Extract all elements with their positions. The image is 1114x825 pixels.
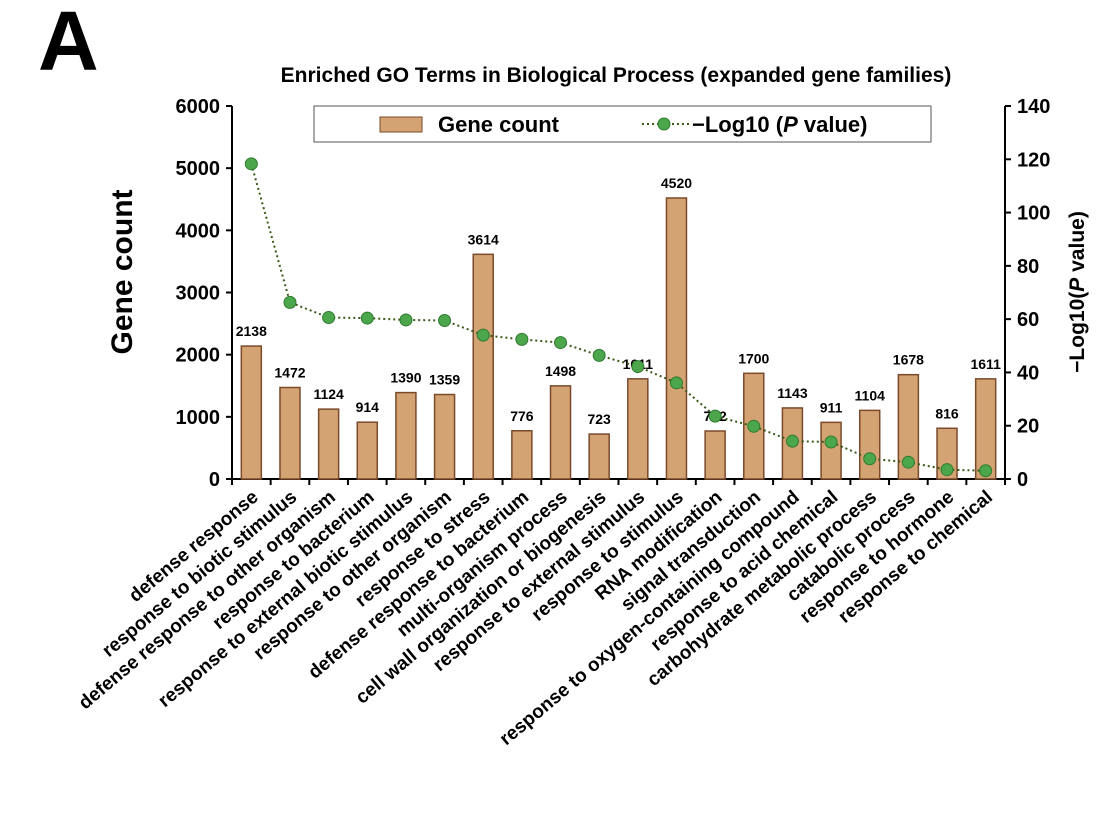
y2-tick-label: 20 [1017,416,1039,438]
bar [549,385,572,480]
bar-data-label: 1359 [429,372,460,388]
bar-data-label: 1104 [855,387,886,403]
bar-data-label: 1472 [274,364,305,380]
bar [433,393,456,480]
bar-data-label: 1124 [313,386,344,402]
bar [665,197,688,480]
y2-tick-label: 140 [1017,96,1050,118]
legend: Gene count −Log10 (P value) [313,105,932,143]
pvalue-point [669,376,683,390]
bar-data-label: 914 [356,399,380,415]
pvalue-point [592,348,606,362]
y-tick-label: 1000 [176,407,221,429]
bar [356,421,379,480]
pvalue-point [554,336,568,350]
y2-tick-label: 0 [1017,469,1028,491]
pvalue-point [476,328,490,342]
bar [704,430,726,480]
bar [858,409,881,480]
bar-data-label: 1390 [390,370,421,386]
y-tick-label: 6000 [176,96,221,118]
pvalue-point [244,157,258,171]
bar [472,253,494,480]
bar [395,391,417,480]
legend-bar-swatch [379,116,423,133]
bar-data-label: 1611 [970,356,1001,372]
bar-data-label: 911 [820,399,843,415]
bar-data-label: 1498 [545,363,576,379]
legend-line-marker [657,117,671,131]
bar-data-label: 1700 [738,350,769,366]
bar-data-label: 1678 [893,352,924,368]
legend-bar-label: Gene count [438,112,560,137]
bar [627,378,649,480]
pvalue-point [824,435,838,449]
bar [279,386,301,480]
pvalue-point [863,452,877,466]
pvalue-point [438,313,452,327]
pvalue-point [399,313,413,327]
pvalue-point [901,455,915,469]
y-tick-label: 4000 [176,220,221,242]
bar-data-label: 776 [510,408,534,424]
bar-data-label: 1143 [777,385,808,401]
pvalue-point [979,464,993,478]
pvalue-point [515,332,529,346]
y-tick-label: 2000 [176,345,221,367]
bar [317,408,340,480]
pvalue-point [785,434,799,448]
pvalue-point [283,295,297,309]
bar [820,421,842,480]
y2-tick-label: 60 [1017,309,1039,331]
bar-data-label: 3614 [468,231,499,247]
pvalue-point [322,311,336,325]
bar-data-label: 723 [587,411,611,427]
pvalue-point [631,360,645,374]
legend-line-label: −Log10 (P value) [692,112,867,137]
bar-data-label: 2138 [236,323,267,339]
pvalue-point [940,463,954,477]
bar-data-label: 816 [935,405,959,421]
y2-axis-label: −Log10(P value) [1066,211,1089,373]
y2-tick-label: 120 [1017,149,1050,171]
pvalue-point [360,311,374,325]
y-tick-label: 3000 [176,283,221,305]
y2-tick-label: 40 [1017,362,1039,384]
bar [897,373,920,480]
bar [588,433,610,480]
pvalue-point [747,419,761,433]
y-axis-label: Gene count [106,189,139,354]
bar [240,345,263,480]
bar-data-label: 4520 [661,175,692,191]
y-tick-label: 0 [209,469,220,491]
bar [511,430,533,480]
panel-letter: A [38,0,99,88]
y2-tick-label: 100 [1017,203,1050,225]
chart-title: Enriched GO Terms in Biological Process … [281,64,952,87]
y2-tick-label: 80 [1017,256,1039,278]
pvalue-point [708,409,722,423]
y-tick-label: 5000 [176,158,221,180]
bar [974,378,997,480]
